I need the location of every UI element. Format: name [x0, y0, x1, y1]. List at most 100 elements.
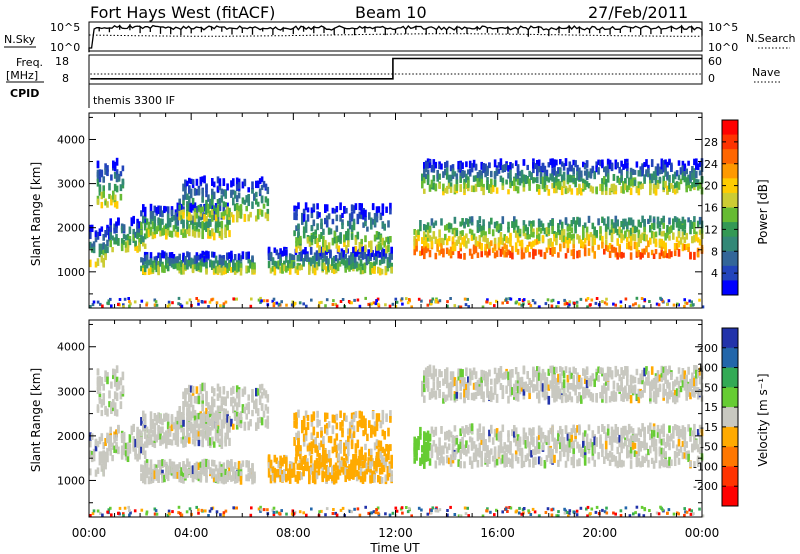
- data-cell: [201, 231, 204, 240]
- data-cell: [423, 442, 426, 450]
- data-cell: [476, 433, 480, 442]
- data-cell: [142, 423, 145, 432]
- data-cell: [222, 268, 226, 275]
- data-cell: [275, 249, 279, 256]
- data-cell: [262, 410, 266, 418]
- data-cell: [547, 222, 551, 228]
- data-cell: [511, 429, 514, 437]
- data-cell: [432, 231, 436, 239]
- data-cell: [413, 242, 416, 250]
- data-cell: [631, 227, 635, 233]
- data-cell: [149, 229, 153, 236]
- data-cell: [591, 165, 595, 174]
- data-cell: [637, 250, 641, 258]
- data-cell: [153, 205, 157, 213]
- data-cell: [620, 427, 623, 437]
- data-cell: [168, 458, 172, 468]
- data-cell: [325, 412, 329, 420]
- data-cell: [235, 392, 239, 399]
- data-cell: [222, 418, 226, 426]
- data-cell: [518, 240, 522, 247]
- data-cell: [499, 225, 503, 231]
- data-cell: [247, 266, 250, 273]
- data-cell: [174, 263, 178, 269]
- data-cell: [310, 414, 314, 423]
- data-cell: [195, 206, 199, 213]
- data-cell: [331, 473, 334, 482]
- data-cell: [258, 395, 262, 403]
- data-cell: [688, 299, 691, 303]
- data-cell: [560, 221, 564, 229]
- data-cell: [543, 180, 547, 188]
- data-cell: [423, 253, 426, 260]
- data-cell: [237, 205, 241, 212]
- data-cell: [115, 382, 119, 390]
- data-cell: [564, 158, 568, 167]
- data-cell: [155, 467, 158, 475]
- data-cell: [363, 459, 367, 468]
- data-cell: [344, 461, 347, 470]
- data-cell: [159, 218, 162, 226]
- data-cell: [295, 245, 298, 253]
- data-cell: [415, 446, 418, 456]
- data-cell: [486, 238, 489, 244]
- data-cell: [526, 454, 529, 461]
- data-cell: [490, 240, 493, 247]
- data-cell: [166, 265, 170, 271]
- data-cell: [677, 249, 681, 257]
- data-cell: [352, 454, 355, 463]
- data-cell: [553, 247, 556, 254]
- data-cell: [340, 465, 344, 473]
- data-cell: [297, 230, 300, 238]
- data-cell: [444, 233, 447, 241]
- data-cell: [616, 219, 619, 227]
- data-cell: [677, 240, 681, 248]
- data-cell: [505, 163, 508, 171]
- data-cell: [191, 264, 195, 272]
- data-cell: [174, 230, 178, 237]
- data-cell: [582, 178, 585, 187]
- data-cell: [211, 459, 214, 467]
- data-cell: [350, 459, 353, 468]
- data-cell: [672, 303, 676, 307]
- data-cell: [620, 459, 623, 468]
- data-cell: [424, 173, 428, 180]
- data-cell: [551, 434, 554, 442]
- data-cell: [132, 423, 135, 433]
- freq-tick-top: 18: [55, 55, 69, 68]
- data-cell: [482, 432, 485, 440]
- data-cell: [421, 173, 424, 180]
- data-cell: [188, 224, 191, 233]
- data-cell: [89, 224, 92, 232]
- data-cell: [102, 242, 105, 250]
- data-cell: [350, 301, 353, 305]
- data-cell: [436, 245, 439, 251]
- data-cell: [641, 460, 644, 467]
- data-cell: [532, 251, 535, 260]
- data-cell: [232, 396, 235, 404]
- data-cell: [216, 209, 220, 218]
- data-cell: [193, 464, 197, 474]
- data-cell: [562, 171, 566, 180]
- data-cell: [211, 396, 214, 404]
- data-cell: [297, 430, 300, 439]
- data-cell: [220, 429, 224, 437]
- data-cell: [214, 265, 218, 273]
- data-cell: [388, 255, 392, 263]
- data-cell: [508, 297, 511, 301]
- data-cell: [104, 167, 107, 175]
- data-cell: [151, 260, 155, 269]
- data-cell: [643, 298, 646, 302]
- data-cell: [576, 216, 579, 225]
- data-cell: [505, 244, 508, 252]
- data-cell: [109, 448, 112, 456]
- data-cell: [111, 455, 114, 462]
- data-cell: [559, 159, 562, 165]
- data-cell: [251, 201, 254, 209]
- data-cell: [685, 243, 688, 250]
- data-cell: [698, 216, 702, 225]
- data-cell: [201, 420, 204, 429]
- data-cell: [233, 412, 237, 421]
- data-cell: [106, 408, 109, 417]
- data-cell: [691, 236, 694, 244]
